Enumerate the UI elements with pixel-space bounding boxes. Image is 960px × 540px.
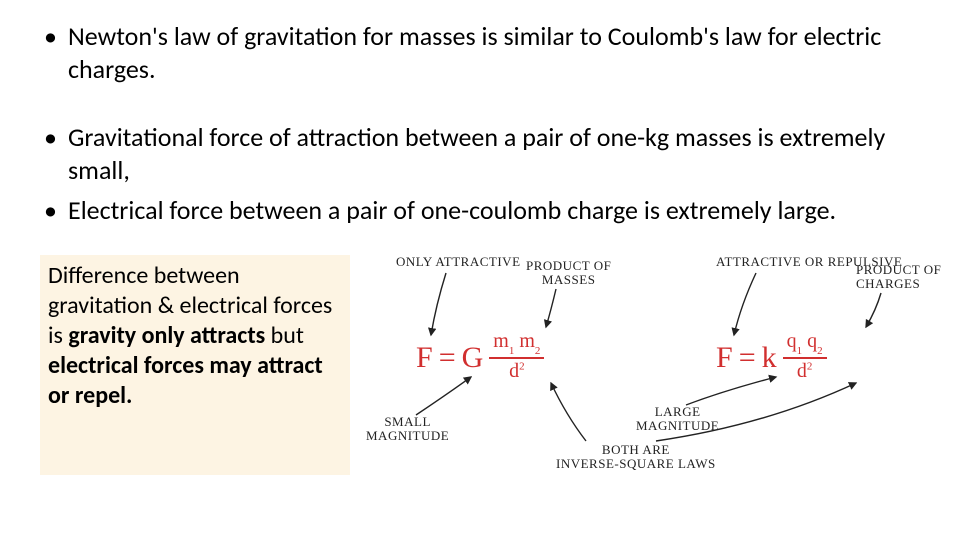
gravity-equation: F = G m1 m2 d2 bbox=[416, 333, 544, 383]
coulomb-equation: F = k q1 q2 d2 bbox=[716, 333, 827, 383]
bullet-list-2: Gravitational force of attraction betwee… bbox=[40, 121, 920, 227]
bullet-3: Electrical force between a pair of one-c… bbox=[40, 194, 920, 227]
eq-G: G bbox=[462, 341, 484, 375]
bullet-1: Newton's law of gravitation for masses i… bbox=[40, 20, 920, 85]
eq-m1: m bbox=[493, 330, 509, 352]
eq-equals: = bbox=[439, 341, 456, 375]
bullet-2: Gravitational force of attraction betwee… bbox=[40, 121, 920, 186]
eq-m2: m bbox=[519, 330, 535, 352]
eq-s2: 2 bbox=[535, 345, 541, 357]
eq-q1: q bbox=[787, 330, 797, 352]
eq-k: k bbox=[762, 341, 777, 375]
eq-q2: q bbox=[807, 330, 817, 352]
equations-diagram: ONLY ATTRACTIVE PRODUCT OF MASSES SMALL … bbox=[356, 255, 920, 475]
eq-pc: 2 bbox=[807, 360, 813, 372]
eq-d: d bbox=[509, 360, 519, 382]
eq-dc: d bbox=[797, 360, 807, 382]
eq-F: F bbox=[416, 341, 433, 375]
callout-mid: but bbox=[265, 321, 304, 350]
callout-bold2: electrical forces may attract or repel. bbox=[48, 351, 323, 410]
eq-equals-c: = bbox=[739, 341, 756, 375]
eq-qs1: 1 bbox=[797, 345, 803, 357]
eq-Fc: F bbox=[716, 341, 733, 375]
callout-bold1: gravity only attracts bbox=[68, 321, 265, 350]
eq-p: 2 bbox=[519, 360, 525, 372]
eq-s1: 1 bbox=[509, 345, 515, 357]
bullet-list: Newton's law of gravitation for masses i… bbox=[40, 20, 920, 85]
eq-qs2: 2 bbox=[817, 345, 823, 357]
callout-box: Difference between gravitation & electri… bbox=[40, 255, 350, 475]
